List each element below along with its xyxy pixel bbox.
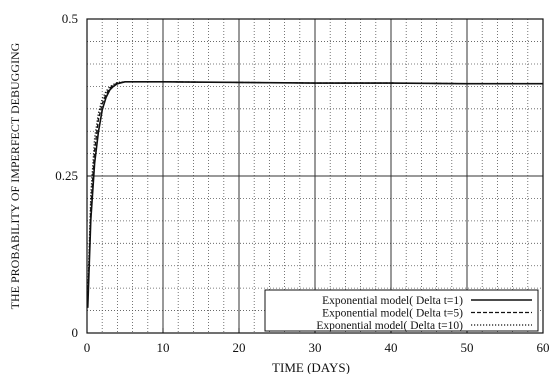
axes-layer: 0 10 20 30 40 50 60 0 0.25 0.5 bbox=[55, 11, 549, 355]
legend-label: Exponential model( Delta t=5) bbox=[322, 308, 463, 320]
legend-label: Exponential model( Delta t=10) bbox=[316, 320, 463, 332]
y-tick-label: 0 bbox=[72, 325, 79, 340]
x-tick-label: 40 bbox=[385, 340, 398, 355]
y-tick-label: 0.25 bbox=[55, 168, 78, 183]
legend-label: Exponential model( Delta t=1) bbox=[322, 295, 463, 307]
x-axis-label: TIME (DAYS) bbox=[272, 360, 350, 374]
series-line-2 bbox=[87, 81, 543, 302]
x-tick-label: 20 bbox=[233, 340, 246, 355]
x-tick-label: 30 bbox=[309, 340, 322, 355]
x-tick-label: 10 bbox=[157, 340, 170, 355]
legend: Exponential model( Delta t=1)Exponential… bbox=[264, 289, 539, 332]
legend-box bbox=[264, 289, 539, 332]
y-tick-label: 0.5 bbox=[62, 11, 78, 26]
x-tick-label: 0 bbox=[84, 340, 91, 355]
axis-labels: TIME (DAYS) THE PROBABILITY OF IMPERFECT … bbox=[8, 42, 350, 375]
series-layer bbox=[86, 81, 543, 308]
y-axis-label: THE PROBABILITY OF IMPERFECT DEBUGGING bbox=[8, 42, 22, 309]
x-tick-label: 60 bbox=[537, 340, 550, 355]
grid-layer bbox=[87, 18, 543, 333]
x-tick-label: 50 bbox=[461, 340, 474, 355]
